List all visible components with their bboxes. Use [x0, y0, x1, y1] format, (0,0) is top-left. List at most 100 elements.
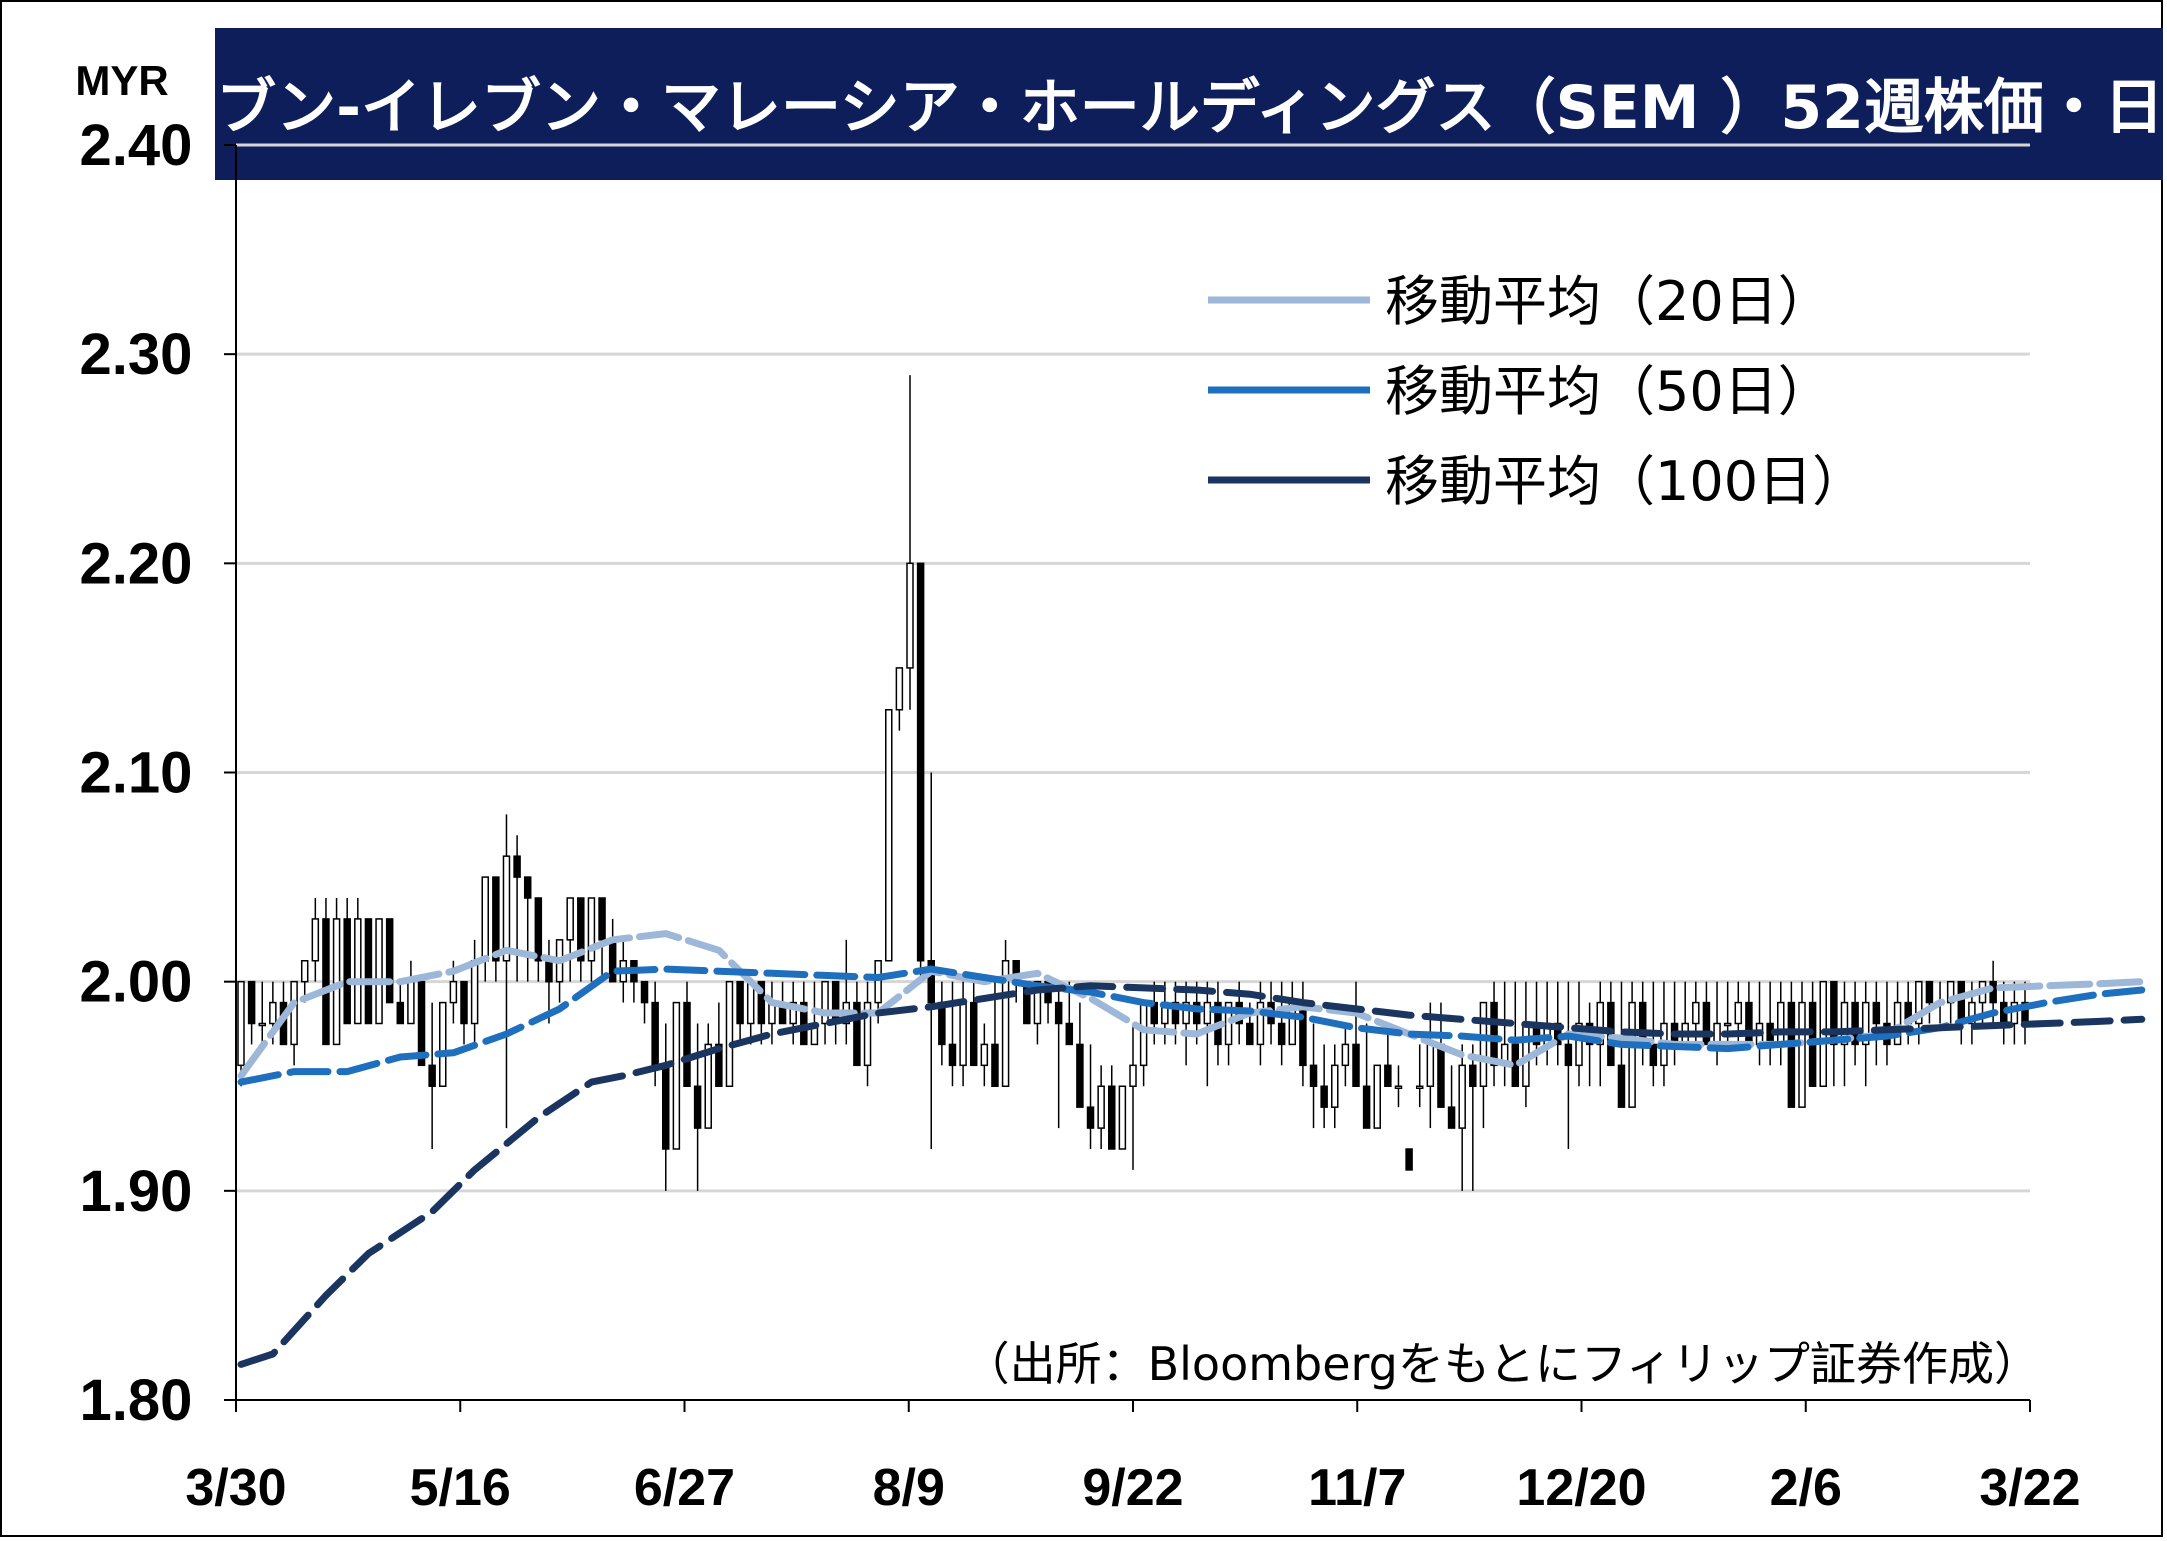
- candle-body-down: [1925, 980, 1934, 1004]
- candle: [1447, 1065, 1456, 1129]
- candle-body-down: [343, 918, 351, 1025]
- candle-body-up: [1331, 1064, 1339, 1108]
- candle: [396, 981, 405, 1025]
- candle-body-down: [322, 918, 330, 1046]
- candle-body-down: [651, 1001, 659, 1067]
- candle-body-down: [598, 897, 606, 941]
- candle: [481, 876, 489, 982]
- candle-body-down: [1702, 1001, 1711, 1046]
- candle-body-up: [587, 897, 596, 962]
- candle-body-down: [396, 1001, 405, 1025]
- candle-body-down: [545, 960, 553, 983]
- ma-line-50: [237, 965, 2146, 1086]
- candle-body-down: [640, 980, 649, 1004]
- candle: [704, 1023, 712, 1129]
- candle-body-up: [863, 1001, 872, 1067]
- candle: [895, 667, 904, 731]
- candle: [1086, 1044, 1095, 1149]
- candle: [258, 981, 266, 1045]
- candle-body-down: [662, 1064, 670, 1150]
- x-tick-label: 6/27: [634, 1459, 735, 1517]
- candle: [587, 897, 596, 982]
- candle-body-up: [1893, 1001, 1902, 1046]
- candle-body-down: [715, 1043, 723, 1087]
- candle: [1352, 981, 1360, 1087]
- candle-body-up: [1097, 1085, 1105, 1129]
- candle-body-down: [1469, 1064, 1477, 1088]
- y-tick-label: 2.40: [80, 113, 193, 178]
- y-tick-label: 1.90: [80, 1159, 193, 1224]
- candle-body-up: [980, 1043, 989, 1067]
- candle-body-up: [1840, 1001, 1849, 1046]
- candle: [598, 897, 606, 982]
- candle: [1490, 981, 1498, 1087]
- candle: [460, 980, 468, 1045]
- candle: [683, 981, 691, 1087]
- candle: [1469, 1044, 1477, 1191]
- candle-body-down: [831, 980, 840, 1025]
- candle: [800, 981, 808, 1046]
- candle-body-down: [693, 1085, 702, 1129]
- candle-body-up: [258, 1022, 266, 1027]
- candle-body-down: [1405, 1148, 1413, 1171]
- candle: [1182, 981, 1190, 1066]
- candle: [1522, 981, 1530, 1108]
- candle: [1755, 981, 1764, 1066]
- candle-body-up: [1373, 1064, 1381, 1129]
- candle-body-down: [1299, 1001, 1307, 1067]
- candle: [385, 918, 394, 1004]
- candle-body-down: [1362, 1085, 1371, 1129]
- candle-body-down: [534, 897, 543, 962]
- candle-body-up: [1596, 1001, 1604, 1046]
- candle-body-down: [1490, 1001, 1498, 1067]
- candle: [237, 980, 245, 1087]
- candle-body-up: [1692, 1001, 1700, 1025]
- candle-body-down: [1957, 980, 1966, 1025]
- candle: [906, 375, 914, 710]
- candle-body-down: [608, 939, 617, 983]
- candle: [1108, 1065, 1116, 1150]
- candle-body-down: [1192, 1001, 1201, 1025]
- x-tick-label: 11/7: [1308, 1459, 1406, 1517]
- candle: [428, 1002, 436, 1149]
- candle-body-up: [1968, 1001, 1976, 1025]
- legend: 移動平均（20日） 移動平均（50日） 移動平均（100日）: [1208, 270, 1866, 513]
- candle-body-up: [1479, 1001, 1488, 1087]
- candle-body-down: [1437, 1043, 1445, 1108]
- candle: [885, 709, 893, 962]
- candle-body-up: [1915, 980, 1923, 1025]
- x-tick-label: 12/20: [1516, 1459, 1646, 1517]
- candle-body-up: [354, 918, 362, 1025]
- candle-body-up: [1798, 1001, 1806, 1108]
- candle-body-up: [1203, 1001, 1212, 1025]
- candle: [916, 562, 925, 982]
- candle: [375, 918, 383, 1025]
- candle-body-down: [492, 876, 500, 962]
- candle-body-up: [502, 855, 511, 962]
- candle-body-down: [1851, 1001, 1859, 1046]
- candle: [1585, 1002, 1594, 1087]
- candle-body-down: [1246, 1022, 1254, 1046]
- candle: [715, 1002, 723, 1087]
- candle: [1415, 1044, 1424, 1108]
- candle-body-down: [1309, 1064, 1318, 1088]
- candle: [1500, 981, 1509, 1087]
- candle: [1118, 1085, 1127, 1150]
- candle: [1299, 981, 1307, 1087]
- candle: [672, 1001, 681, 1150]
- candle: [439, 1001, 447, 1087]
- x-tick-label: 9/22: [1082, 1459, 1183, 1517]
- candle-body-up: [725, 980, 734, 1088]
- candle: [577, 897, 585, 982]
- candle: [789, 981, 797, 1045]
- candle: [1373, 1064, 1381, 1129]
- candle: [1076, 1002, 1084, 1108]
- candle: [1511, 981, 1520, 1087]
- candle-body-down: [513, 855, 521, 878]
- candle: [1405, 1148, 1413, 1171]
- candle: [980, 1023, 989, 1087]
- candle-body-down: [385, 918, 394, 1004]
- candle-body-down: [364, 918, 373, 1025]
- x-tick-label: 3/22: [1979, 1459, 2080, 1517]
- candle-body-down: [428, 1064, 436, 1088]
